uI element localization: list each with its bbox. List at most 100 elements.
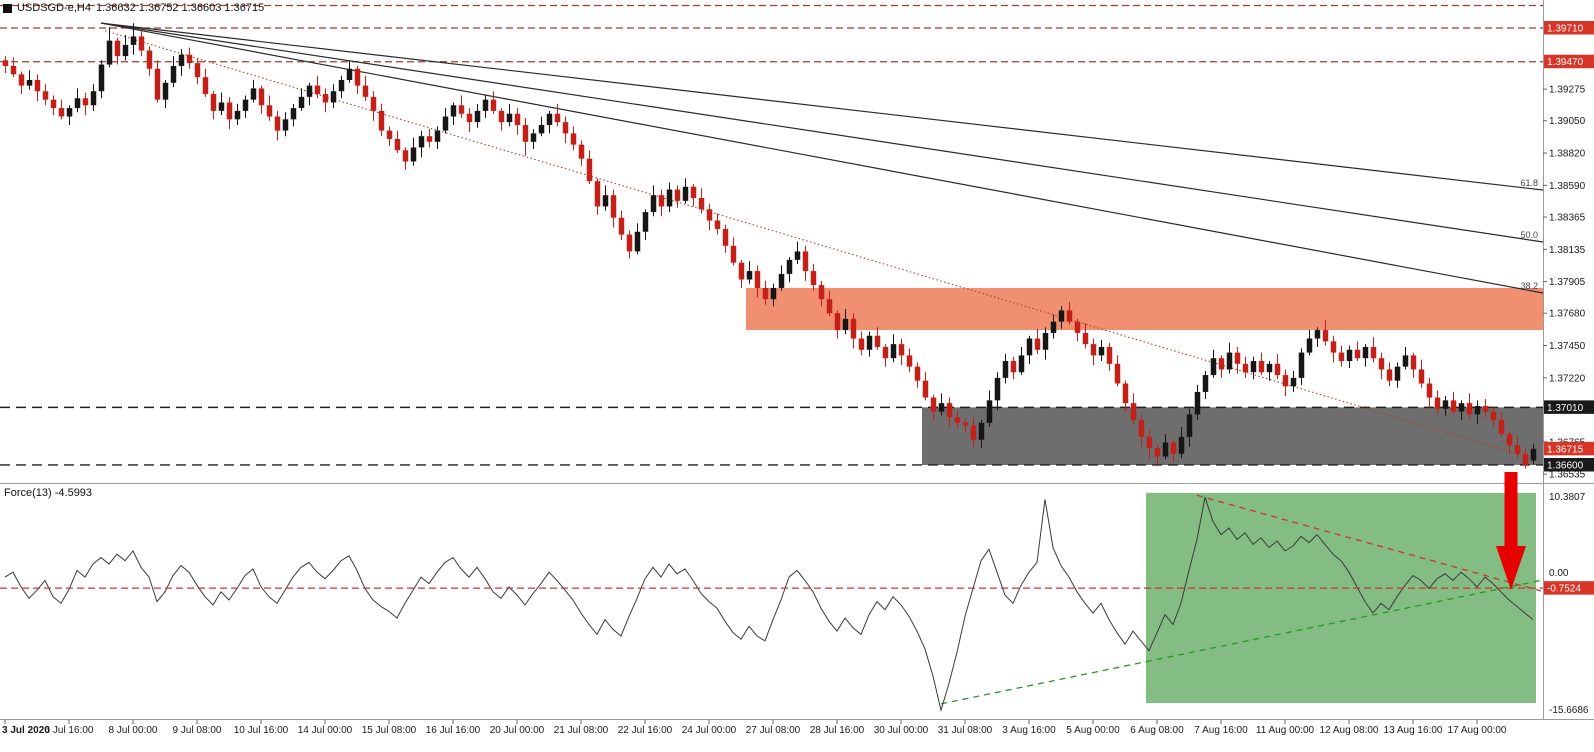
supply-zone-rect[interactable]: [746, 287, 1543, 331]
time-axis-label: 15 Jul 08:00: [362, 725, 417, 736]
candle-body: [1522, 453, 1529, 465]
candle-body: [410, 147, 417, 162]
candle-body: [626, 234, 633, 252]
fib-fan-line[interactable]: [100, 22, 1544, 191]
current-price-label: 1.36715: [1547, 444, 1584, 455]
candle-body: [1026, 338, 1033, 356]
candle-body: [1378, 358, 1385, 370]
candle-body: [1490, 411, 1497, 421]
indicator-highlight-rect[interactable]: [1146, 492, 1536, 704]
candle-body: [642, 212, 649, 232]
indicator-name-label: Force(13) -4.5993: [4, 487, 93, 499]
candle-body: [1122, 383, 1129, 404]
indicator-green-trendline[interactable]: [940, 579, 1542, 705]
candle-body: [1338, 352, 1345, 362]
candle-body: [538, 124, 545, 134]
candle-body: [1106, 346, 1113, 364]
candle-body: [1306, 338, 1313, 353]
candle-body: [1282, 375, 1289, 387]
fib-fan-label: 50.0: [1520, 230, 1538, 240]
candle-body: [514, 113, 521, 125]
candle-body: [930, 397, 937, 412]
candle-body: [1138, 420, 1145, 437]
candle-body: [146, 50, 153, 69]
candle-body: [1146, 436, 1153, 449]
candle-body: [970, 425, 977, 440]
candle-body: [1418, 369, 1425, 384]
candle-body: [754, 271, 761, 288]
candle-body: [1258, 361, 1265, 373]
candle-body: [1506, 434, 1513, 446]
candle-body: [522, 124, 529, 142]
indicator-red-trendline[interactable]: [1196, 494, 1542, 592]
candle-body: [298, 96, 305, 109]
candle-body: [442, 116, 449, 131]
candle-body: [1290, 377, 1297, 387]
candle-body: [530, 133, 537, 142]
candle-body: [1218, 358, 1225, 370]
candle-body: [258, 88, 265, 106]
candle-body: [778, 273, 785, 288]
time-axis-label: 7 Aug 16:00: [1194, 725, 1248, 736]
candle-body: [986, 400, 993, 423]
candle-body: [1346, 349, 1353, 362]
candle-body: [362, 85, 369, 97]
candle-body: [1410, 355, 1417, 370]
candle-body: [882, 346, 889, 359]
candle-body: [634, 231, 641, 252]
candle-body: [42, 91, 49, 100]
candle-body: [562, 122, 569, 134]
candle-body: [122, 44, 129, 57]
candle-body: [1482, 405, 1489, 412]
candle-body: [74, 98, 81, 109]
candle-body: [650, 195, 657, 213]
price-level-label: 1.37010: [1547, 403, 1584, 414]
candle-body: [370, 96, 377, 111]
candle-body: [610, 195, 617, 218]
down-arrow-annotation[interactable]: [1496, 472, 1526, 590]
price-level-label-box: [1544, 400, 1594, 414]
time-axis-label: 9 Jul 08:00: [173, 725, 222, 736]
candle-body: [1402, 355, 1409, 367]
candle-body: [1010, 361, 1017, 373]
candle-body: [130, 36, 137, 45]
candle-body: [162, 82, 169, 100]
candle-body: [490, 99, 497, 111]
candle-body: [58, 108, 65, 117]
price-axis-label: 1.38365: [1549, 212, 1586, 223]
candle-body: [850, 318, 857, 339]
candle-body: [810, 271, 817, 286]
time-axis-label: 6 Jul 16:00: [45, 725, 94, 736]
candle-body: [746, 271, 753, 280]
candle-body: [1466, 403, 1473, 415]
candle-body: [282, 119, 289, 131]
candle-body: [794, 251, 801, 260]
candle-body: [978, 422, 985, 440]
candle-body: [1162, 442, 1169, 457]
candle-body: [866, 335, 873, 350]
candle-body: [1242, 363, 1249, 373]
legend-ohlc-values: 1.36632 1.36752 1.36603 1.36715: [95, 2, 265, 14]
candle-body: [922, 380, 929, 398]
fib-fan-line[interactable]: [100, 22, 1544, 243]
candle-body: [1154, 448, 1161, 457]
candle-body: [506, 113, 513, 123]
candle-body: [1450, 400, 1457, 412]
one-click-trading-toggle[interactable]: [3, 3, 12, 13]
candle-body: [458, 105, 465, 114]
candle-body: [578, 144, 585, 159]
candle-body: [394, 139, 401, 151]
candle-body: [1202, 375, 1209, 392]
fib-fan-line[interactable]: [100, 22, 1544, 294]
indicator-zero-label: 0.00: [1549, 568, 1569, 579]
demand-zone-rect[interactable]: [922, 407, 1543, 465]
price-axis-label: 1.38135: [1549, 245, 1586, 256]
candle-body: [482, 99, 489, 111]
candle-body: [378, 110, 385, 131]
candle-body: [114, 40, 121, 57]
descending-dotted-trendline[interactable]: [104, 30, 1530, 458]
candle-body: [434, 130, 441, 142]
fib-fan-label: 61.8: [1520, 178, 1538, 188]
candle-body: [210, 94, 217, 111]
